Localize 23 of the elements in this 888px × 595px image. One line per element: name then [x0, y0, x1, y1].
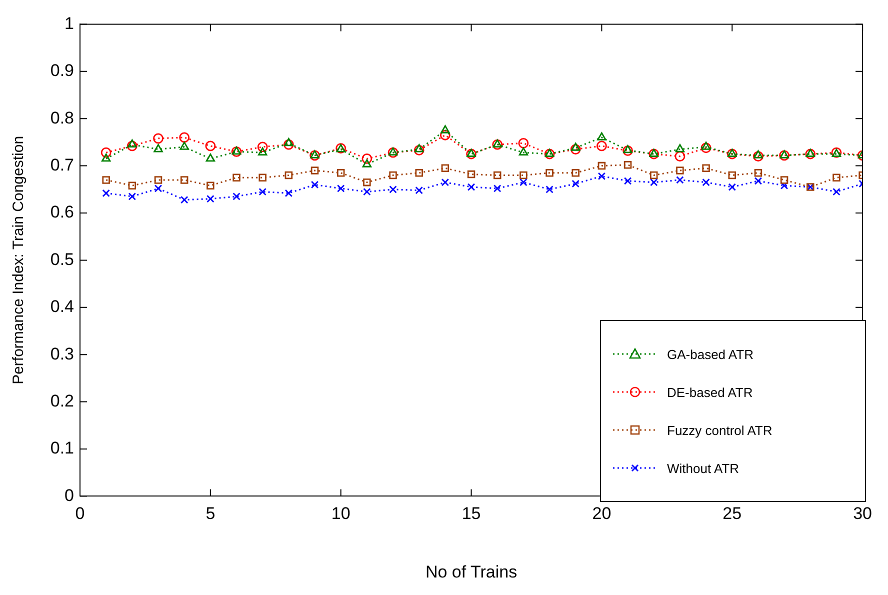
x-tick-label: 30: [853, 504, 872, 524]
y-tick-label: 0.6: [50, 202, 74, 222]
legend-label: DE-based ATR: [667, 384, 753, 400]
y-tick-label: 0.2: [50, 391, 74, 410]
y-tick-label: 0.3: [50, 344, 74, 364]
x-tick-label: 5: [206, 504, 216, 524]
x-tick-label: 15: [462, 504, 481, 524]
legend-label: Fuzzy control ATR: [667, 422, 772, 438]
legend-label: Without ATR: [667, 460, 740, 476]
x-tick-label: 10: [331, 504, 350, 524]
y-tick-label: 0.9: [50, 61, 74, 80]
y-tick-label: 1: [64, 14, 74, 33]
y-tick-label: 0.8: [50, 108, 74, 128]
y-tick-label: 0: [64, 486, 74, 505]
y-tick-label: 0.1: [50, 438, 74, 458]
y-axis-title: Performance Index: Train Congestion: [10, 136, 28, 384]
x-axis-title: No of Trains: [425, 562, 518, 582]
x-tick-label: 25: [722, 504, 742, 524]
y-tick-label: 0.4: [50, 297, 74, 316]
y-tick-label: 0.7: [50, 155, 74, 174]
legend-label: GA-based ATR: [667, 346, 754, 362]
x-tick-label: 20: [592, 504, 612, 524]
y-tick-label: 0.5: [50, 250, 74, 269]
